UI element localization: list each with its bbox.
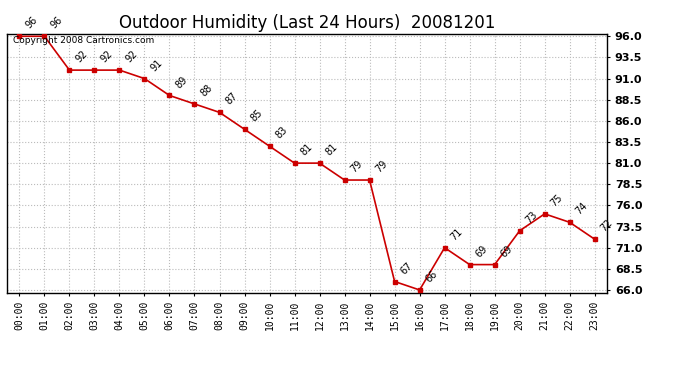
Text: 96: 96	[48, 15, 64, 31]
Text: 69: 69	[499, 243, 515, 259]
Text: 85: 85	[248, 108, 264, 124]
Text: 92: 92	[124, 49, 139, 64]
Text: 81: 81	[299, 142, 315, 158]
Text: Copyright 2008 Cartronics.com: Copyright 2008 Cartronics.com	[13, 36, 154, 45]
Text: 79: 79	[374, 159, 390, 174]
Text: 71: 71	[448, 226, 464, 242]
Text: 66: 66	[424, 268, 440, 284]
Text: 92: 92	[99, 49, 115, 64]
Text: 81: 81	[324, 142, 339, 158]
Text: 73: 73	[524, 209, 540, 225]
Text: 91: 91	[148, 57, 164, 73]
Text: 83: 83	[274, 125, 289, 141]
Text: 96: 96	[23, 15, 39, 31]
Title: Outdoor Humidity (Last 24 Hours)  20081201: Outdoor Humidity (Last 24 Hours) 2008120…	[119, 14, 495, 32]
Text: 67: 67	[399, 260, 415, 276]
Text: 72: 72	[599, 218, 615, 234]
Text: 69: 69	[474, 243, 489, 259]
Text: 89: 89	[174, 74, 189, 90]
Text: 92: 92	[74, 49, 90, 64]
Text: 88: 88	[199, 82, 215, 98]
Text: 79: 79	[348, 159, 364, 174]
Text: 87: 87	[224, 91, 239, 107]
Text: 74: 74	[574, 201, 590, 217]
Text: 75: 75	[549, 192, 564, 208]
